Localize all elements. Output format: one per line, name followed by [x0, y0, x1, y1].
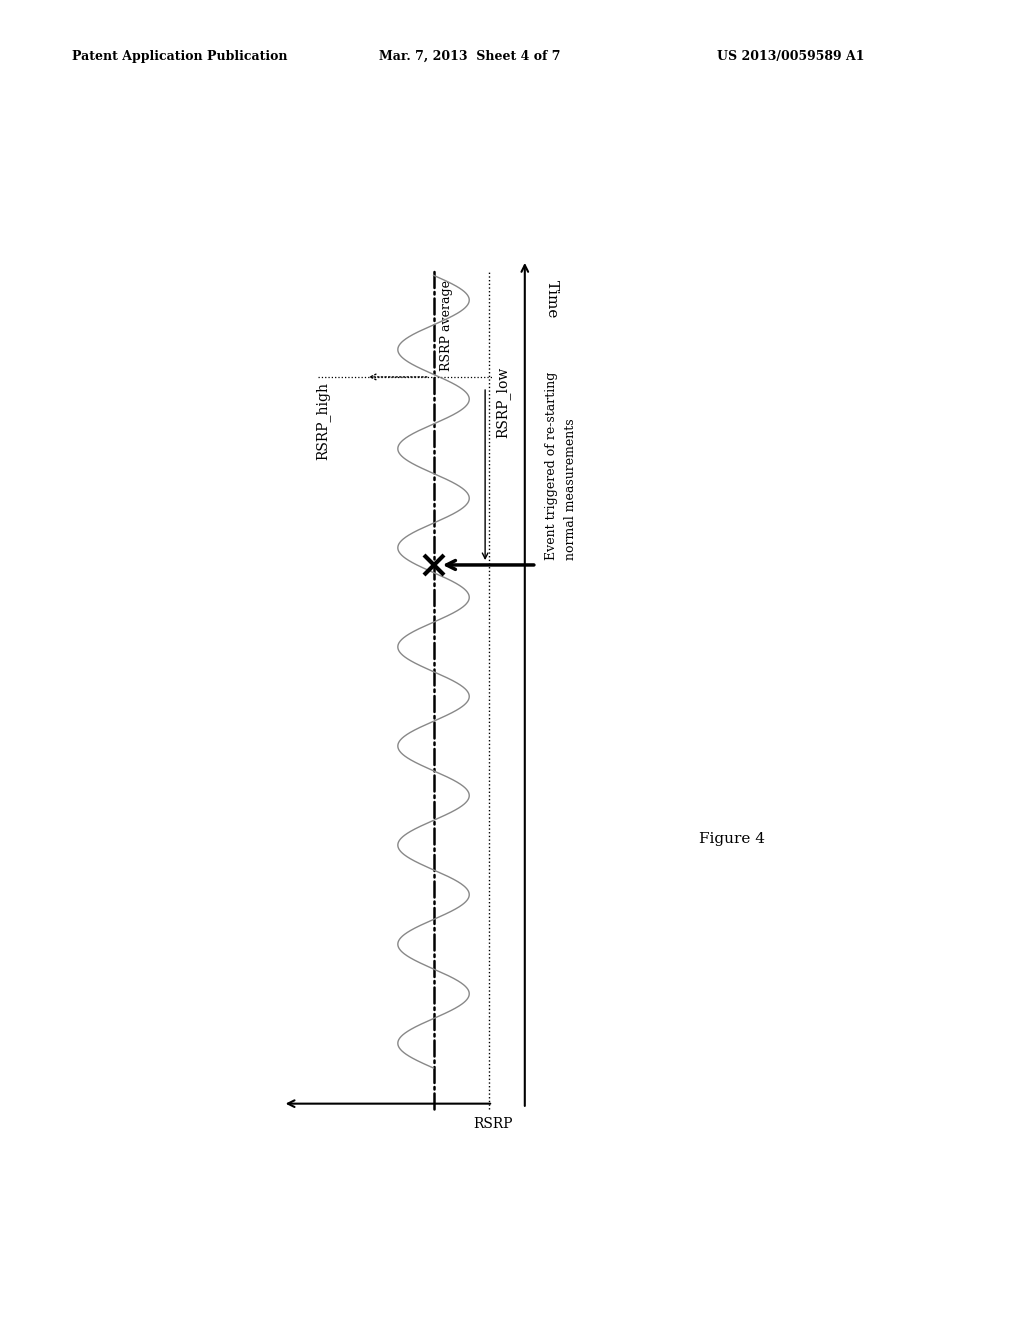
Text: Patent Application Publication: Patent Application Publication: [72, 50, 287, 63]
Text: RSRP: RSRP: [473, 1117, 513, 1131]
Text: Figure 4: Figure 4: [699, 833, 765, 846]
Text: Mar. 7, 2013  Sheet 4 of 7: Mar. 7, 2013 Sheet 4 of 7: [379, 50, 560, 63]
Text: US 2013/0059589 A1: US 2013/0059589 A1: [717, 50, 864, 63]
Text: Event triggered of re-starting: Event triggered of re-starting: [545, 371, 558, 560]
Text: normal measurements: normal measurements: [564, 418, 578, 560]
Text: Time: Time: [545, 280, 559, 318]
Text: RSRP_high: RSRP_high: [315, 381, 330, 459]
Text: RSRP average: RSRP average: [440, 280, 453, 371]
Text: RSRP_low: RSRP_low: [496, 367, 510, 438]
